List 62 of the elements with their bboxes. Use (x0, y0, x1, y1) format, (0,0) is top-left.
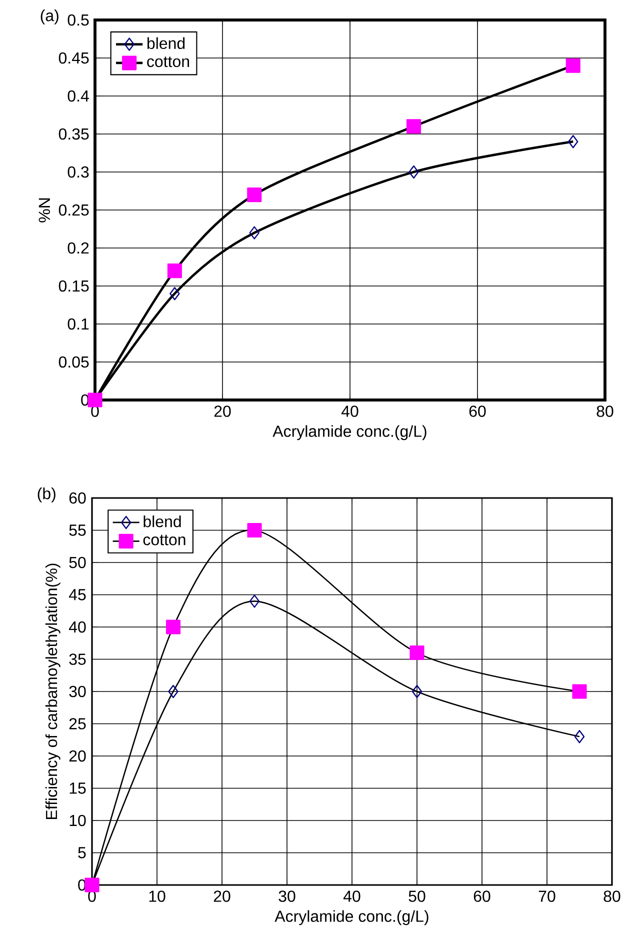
x-tick-label: 40 (343, 890, 360, 902)
point (249, 594, 260, 608)
point (412, 684, 422, 698)
legend-label: cotton (147, 56, 189, 68)
point (574, 730, 584, 744)
point (247, 188, 262, 202)
point (167, 264, 182, 278)
y-tick-label: 40 (68, 621, 86, 633)
y-tick-label: 0.45 (58, 52, 89, 64)
y-tick-label: 55 (69, 524, 86, 536)
y-tick-label: 0.4 (68, 90, 89, 102)
y-tick-label: 0.1 (68, 318, 89, 330)
y-tick-label: 0.5 (68, 14, 89, 26)
y-axis-title: Efficiency of carbamoylethylation(%) (45, 564, 60, 819)
x-tick-label: 20 (214, 406, 231, 417)
point (406, 119, 421, 134)
x-tick-label: 40 (341, 406, 358, 417)
point (568, 135, 578, 148)
y-tick-label: 10 (70, 814, 86, 826)
legend-label: blend (144, 515, 181, 528)
point (249, 226, 260, 240)
y-tick-label: 15 (70, 782, 86, 794)
y-tick-label: 0.25 (58, 204, 89, 216)
y-tick-label: 60 (69, 492, 86, 504)
point (88, 392, 102, 408)
x-tick-label: 50 (408, 890, 426, 902)
y-tick-label: 45 (68, 589, 86, 600)
y-tick-label: 0.3 (68, 166, 89, 178)
x-tick-label: 60 (474, 890, 490, 902)
legend-label: blend (147, 37, 184, 50)
x-tick-label: 10 (149, 890, 166, 902)
x-tick-label: 80 (604, 890, 620, 902)
y-tick-label: 0.2 (68, 242, 88, 254)
point (166, 620, 180, 634)
y-tick-label: 5 (78, 847, 86, 858)
point (410, 646, 424, 660)
x-tick-label: 20 (214, 890, 230, 902)
y-tick-label: 0.15 (58, 280, 89, 292)
point (572, 684, 587, 699)
y-tick-label: 50 (69, 556, 86, 568)
point (247, 522, 262, 538)
x-axis-title: Acrylamide conc.(g/L) (272, 425, 426, 440)
point (84, 878, 100, 892)
point (169, 287, 180, 300)
x-tick-label: 70 (538, 890, 556, 902)
x-tick-label: 80 (596, 406, 614, 417)
y-tick-label: 25 (69, 718, 86, 730)
point (566, 58, 580, 73)
chart-title: (b) (38, 488, 56, 502)
x-tick-label: 30 (278, 890, 296, 902)
point (408, 165, 419, 179)
y-tick-label: 0.05 (58, 356, 89, 368)
legend-label: cotton (143, 534, 186, 546)
y-tick-label: 30 (69, 686, 86, 698)
y-tick-label: 20 (69, 750, 86, 762)
point (168, 684, 178, 698)
x-axis-title: Acrylamide conc.(g/L) (274, 910, 428, 926)
x-tick-label: 60 (469, 406, 486, 417)
y-axis-title: %N (38, 198, 50, 222)
y-tick-label: 0.35 (58, 128, 89, 140)
chart-title: (a) (40, 10, 58, 24)
y-tick-label: 35 (69, 654, 86, 665)
